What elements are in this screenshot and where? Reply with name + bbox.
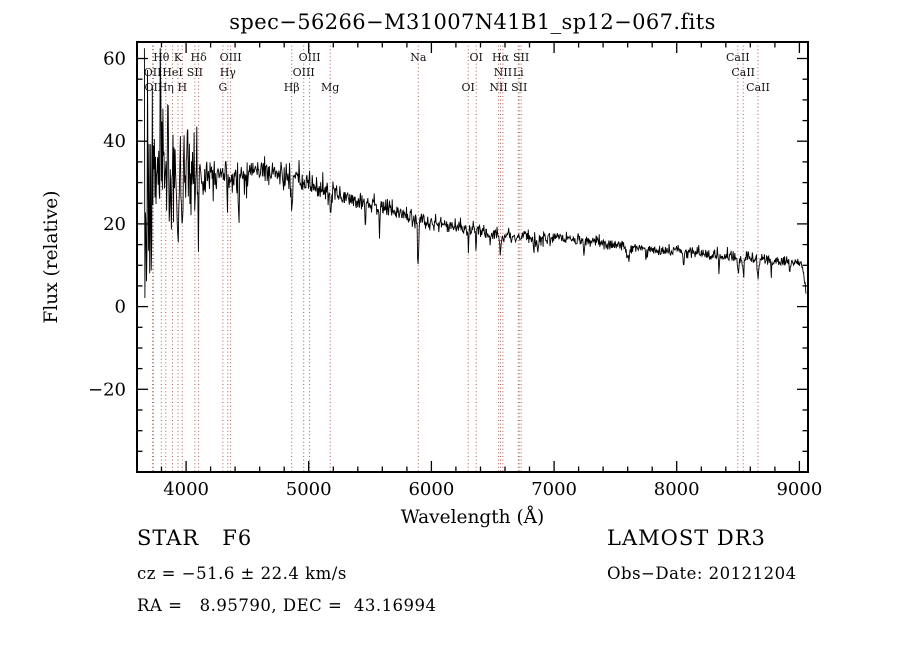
y-tick-label: −20 [88,379,126,400]
x-tick-label: 4000 [163,479,209,500]
spectral-line-label: Hγ [220,66,237,79]
spectral-line-label: K [174,51,183,64]
spectral-line-label: SII [187,66,203,79]
y-tick-label: 60 [103,49,126,70]
spectrum-trace [143,48,807,299]
coordinates-text: RA = 8.95790, DEC = 43.16994 [137,596,437,615]
obs-date-text: Obs−Date: 20121204 [607,564,797,583]
plot-title: spec−56266−M31007N41B1_sp12−067.fits [229,10,716,34]
spectral-line-label: OII [145,81,163,94]
spectral-line-label: OII [144,66,162,79]
spectral-line-label: NII [494,66,512,79]
spectral-line-label: Hη [158,81,174,94]
spectral-line-label: Hθ [153,51,170,64]
spectral-line-label: Na [410,51,427,64]
y-tick-label: 40 [103,131,126,152]
x-tick-label: 9000 [776,479,822,500]
x-axis-label: Wavelength (Å) [401,506,544,528]
spectral-line-label: CaII [726,51,750,64]
plot-frame [136,41,809,473]
spectral-line-label: Hβ [284,81,300,94]
spectral-line-label: SII [511,81,527,94]
spectral-line-label: OIII [299,51,321,64]
spectral-line-label: OI [470,51,483,64]
spectral-line-label: SII [513,51,529,64]
spectral-line-label: CaII [746,81,770,94]
y-tick-label: 20 [103,214,126,235]
spectral-line-label: Hδ [190,51,207,64]
y-axis-label: Flux (relative) [41,191,62,324]
spectral-line-label: HeI [162,66,182,79]
spectral-line-label: CaII [731,66,755,79]
spectral-line-label: OI [462,81,475,94]
x-tick-label: 6000 [408,479,454,500]
spectral-line-label: OIII [220,51,242,64]
spectral-line-label: G [219,81,228,94]
y-tick-label: 0 [115,297,126,318]
x-tick-label: 5000 [286,479,332,500]
spectral-line-label: H [178,81,188,94]
spectral-line-label: Mg [321,81,339,94]
x-tick-label: 8000 [654,479,700,500]
spectral-line-label: NII [489,81,507,94]
spectral-line-label: Li [513,66,524,79]
survey-name: LAMOST DR3 [607,526,766,550]
object-classification: STAR F6 [137,526,253,550]
spectral-line-label: Hα [492,51,510,64]
radial-velocity-text: cz = −51.6 ± 22.4 km/s [137,564,347,583]
spectral-line-label: OIII [293,66,315,79]
x-tick-label: 7000 [531,479,577,500]
